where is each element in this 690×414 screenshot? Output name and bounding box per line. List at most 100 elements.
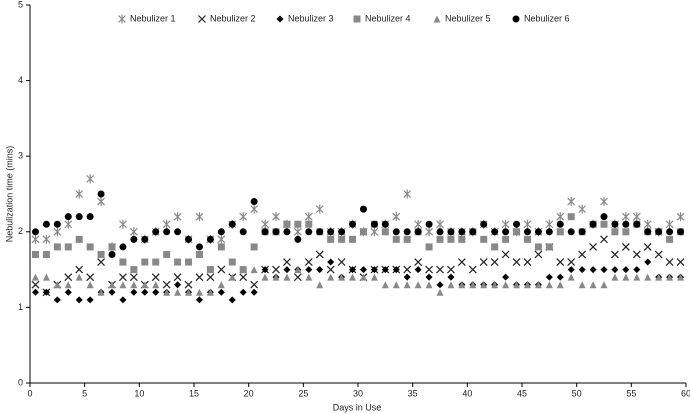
point (294, 220, 302, 228)
x-axis-label: Days in Use (333, 402, 382, 412)
point (621, 212, 630, 222)
point (163, 250, 171, 258)
x-tick-label: 60 (681, 388, 690, 398)
point (250, 288, 258, 296)
y-axis-label: Nebulization time (mins) (4, 146, 14, 243)
point (633, 266, 641, 274)
point (304, 212, 313, 222)
point (677, 273, 685, 281)
point (86, 296, 94, 304)
point (304, 258, 313, 266)
point (217, 281, 225, 289)
point (250, 280, 259, 289)
point (523, 219, 532, 229)
point (457, 258, 466, 266)
point (151, 273, 160, 282)
point (567, 258, 576, 266)
point (97, 258, 105, 266)
x-tick-label: 5 (82, 388, 87, 398)
x-tick-label: 30 (353, 388, 363, 398)
point (425, 281, 433, 289)
point (589, 242, 597, 251)
point (53, 243, 61, 251)
point (665, 219, 674, 229)
point (217, 228, 225, 236)
point (305, 273, 313, 281)
point (97, 197, 105, 207)
point (163, 228, 171, 236)
point (502, 273, 510, 281)
point (141, 288, 149, 296)
point (283, 266, 291, 274)
point (534, 243, 542, 251)
point (545, 228, 553, 236)
point (611, 220, 619, 228)
point (447, 228, 455, 236)
y-tick-label: 0 (18, 377, 23, 387)
point (250, 266, 258, 274)
point (217, 265, 226, 274)
point (119, 296, 127, 304)
y-tick-label: 1 (18, 302, 23, 312)
point (349, 235, 357, 243)
point (414, 219, 423, 229)
point (250, 243, 258, 251)
point (228, 220, 236, 228)
point (53, 220, 61, 228)
point (97, 288, 105, 296)
point (31, 228, 39, 236)
point (392, 212, 401, 222)
point (315, 250, 324, 259)
point (436, 265, 444, 274)
point (316, 228, 324, 236)
point (556, 212, 565, 222)
point (643, 219, 652, 229)
point (502, 235, 510, 243)
point (327, 228, 335, 236)
point (392, 266, 400, 274)
point (195, 250, 203, 258)
point (217, 234, 226, 244)
point (119, 258, 127, 266)
point (293, 227, 302, 237)
point (42, 288, 50, 296)
point (381, 228, 389, 236)
point (108, 243, 116, 251)
point (283, 228, 291, 236)
point (272, 273, 280, 281)
point (359, 273, 367, 281)
point (141, 258, 149, 266)
point (403, 235, 411, 243)
point (589, 266, 597, 274)
point (338, 235, 346, 243)
legend-label: Nebulizer 5 (445, 13, 491, 23)
point (75, 235, 83, 243)
point (250, 198, 258, 206)
point (600, 266, 608, 274)
point (239, 212, 248, 222)
point (108, 281, 116, 289)
point (337, 258, 346, 266)
point (513, 220, 521, 228)
point (141, 281, 149, 289)
x-tick-label: 40 (462, 388, 472, 398)
point (600, 235, 608, 244)
point (195, 288, 203, 296)
point (272, 212, 280, 222)
point (129, 273, 138, 282)
point (447, 273, 455, 281)
point (173, 212, 182, 222)
x-tick-label: 15 (189, 388, 199, 398)
point (162, 280, 171, 289)
point (294, 266, 302, 274)
point (75, 213, 83, 221)
point (359, 205, 367, 213)
point (644, 258, 652, 266)
point (152, 258, 160, 266)
point (97, 190, 105, 198)
point (381, 281, 389, 289)
legend-marker (433, 15, 441, 23)
point (31, 250, 39, 258)
point (621, 242, 630, 251)
